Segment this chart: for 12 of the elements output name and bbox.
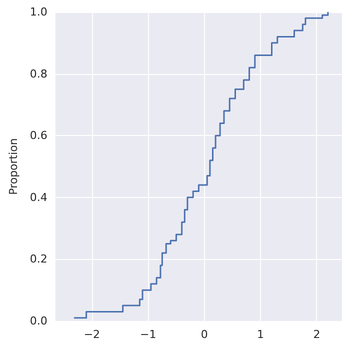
y-tick-label: 0.0 [30,314,48,328]
y-tick-label: 0.6 [30,129,48,142]
y-tick-label: 1.0 [30,6,48,18]
x-tick-label: 0 [200,328,208,341]
y-tick-label: 0.2 [30,252,48,266]
y-tick-label: 0.4 [30,190,48,204]
y-axis-title: Proportion [7,138,20,195]
x-tick-label: 2 [313,328,320,341]
y-tick-label: 0.8 [30,67,48,80]
x-tick-label: −2 [84,328,100,341]
x-tick-label: −1 [140,328,156,341]
x-tick-label: 1 [257,328,264,341]
